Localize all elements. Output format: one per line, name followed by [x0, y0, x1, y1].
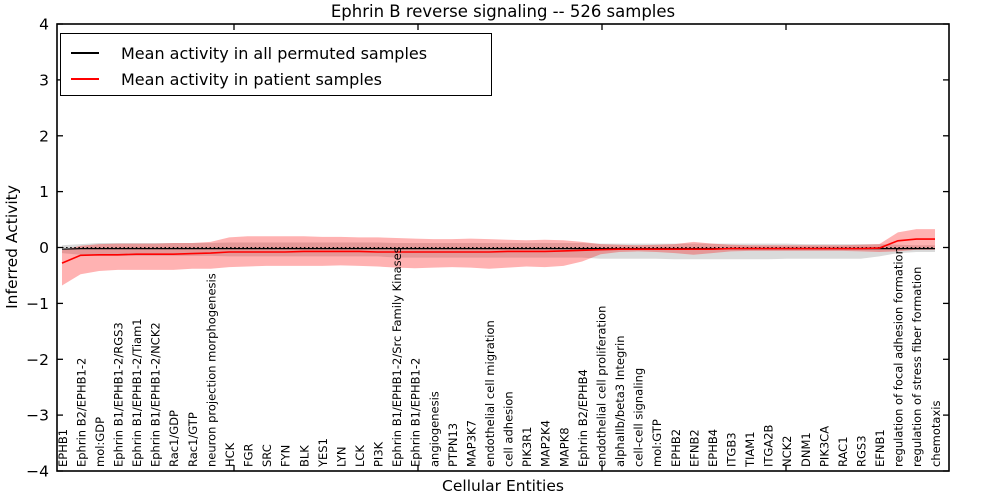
x-category-label: mol:GTP [650, 419, 664, 467]
x-category-label: cell-cell signaling [632, 368, 646, 467]
permuted-line-sample [71, 52, 99, 54]
x-category-label: endothelial cell migration [483, 320, 497, 467]
x-axis-label: Cellular Entities [442, 477, 564, 495]
x-category-label: ITGA2B [762, 424, 776, 467]
x-category-label: SRC [260, 444, 274, 467]
y-tick-label: −4 [26, 463, 49, 481]
x-category-label: DNM1 [799, 432, 813, 467]
y-tick-label: 0 [39, 239, 49, 257]
x-category-label: cell adhesion [502, 391, 516, 467]
x-category-label: BLK [297, 445, 311, 467]
x-category-label: neuron projection morphogenesis [204, 273, 218, 467]
legend-label: Mean activity in all permuted samples [121, 43, 428, 63]
x-category-label: Ephrin B2/EPHB1-2 [74, 358, 88, 467]
legend-label: Mean activity in patient samples [121, 69, 382, 89]
x-category-label: Rac1/GDP [167, 410, 181, 467]
x-category-label: MAPK8 [557, 427, 571, 467]
patient-band [62, 229, 935, 286]
legend-entry-permuted: Mean activity in all permuted samples [71, 40, 491, 66]
x-category-label: MAP2K4 [539, 420, 553, 467]
x-category-label: PIK3CA [817, 426, 831, 467]
x-category-label: endothelial cell proliferation [595, 306, 609, 467]
x-category-label: LCK [353, 445, 367, 467]
x-category-label: regulation of focal adhesion formation [892, 247, 906, 467]
x-category-label: regulation of stress fiber formation [910, 267, 924, 467]
x-category-label: Rac1/GTP [186, 412, 200, 467]
x-category-label: PI3K [372, 441, 386, 467]
x-category-label: LYN [334, 446, 348, 467]
x-category-label: RAC1 [836, 436, 850, 467]
x-category-label: Ephrin B1/EPHB1-2 [409, 358, 423, 467]
y-axis-label: Inferred Activity [3, 185, 21, 309]
x-category-label: Ephrin B1/EPHB1-2/Src Family Kinases [390, 247, 404, 467]
x-category-label: mol:GDP [93, 417, 107, 467]
x-category-label: HCK [223, 442, 237, 467]
x-category-label: RGS3 [855, 435, 869, 467]
patient-line-sample [71, 78, 99, 80]
x-category-label: EPHB1 [56, 429, 70, 467]
x-category-label: TIAM1 [743, 431, 757, 468]
x-category-label: YES1 [316, 438, 330, 468]
x-category-label: alphaIIb/beta3 Integrin [613, 335, 627, 467]
x-category-label: PIK3R1 [520, 427, 534, 468]
x-category-label: EPHB2 [669, 429, 683, 467]
y-tick-label: −2 [26, 351, 49, 369]
x-category-label: PTPN13 [446, 423, 460, 467]
y-tick-label: 1 [39, 183, 49, 201]
permuted-band [62, 242, 935, 260]
x-category-label: EFNB1 [873, 429, 887, 467]
y-tick-label: −1 [26, 295, 49, 313]
y-tick-label: 2 [39, 127, 49, 145]
x-category-label: EFNB2 [687, 429, 701, 467]
x-category-label: FGR [242, 443, 256, 467]
x-category-label: FYN [279, 445, 293, 467]
x-category-label: MAP3K7 [464, 420, 478, 467]
x-category-label: chemotaxis [929, 401, 943, 467]
legend: Mean activity in all permuted samples Me… [60, 33, 492, 96]
x-category-label: Ephrin B2/EPHB4 [576, 369, 590, 467]
x-category-label: Ephrin B1/EPHB1-2/Tiam1 [130, 318, 144, 467]
x-category-label: Ephrin B1/EPHB1-2/NCK2 [149, 322, 163, 467]
y-tick-label: 4 [39, 16, 49, 34]
x-category-label: EPHB4 [706, 429, 720, 467]
y-tick-label: −3 [26, 407, 49, 425]
patient-mean-line [61, 238, 935, 264]
x-category-label: angiogenesis [427, 391, 441, 467]
y-tick-label: 3 [39, 71, 49, 89]
x-category-label: NCK2 [780, 436, 794, 468]
x-category-label: Ephrin B1/EPHB1-2/RGS3 [112, 322, 126, 467]
legend-entry-patient: Mean activity in patient samples [71, 66, 491, 92]
x-category-label: ITGB3 [725, 432, 739, 467]
chart-title: Ephrin B reverse signaling -- 526 sample… [330, 2, 676, 21]
